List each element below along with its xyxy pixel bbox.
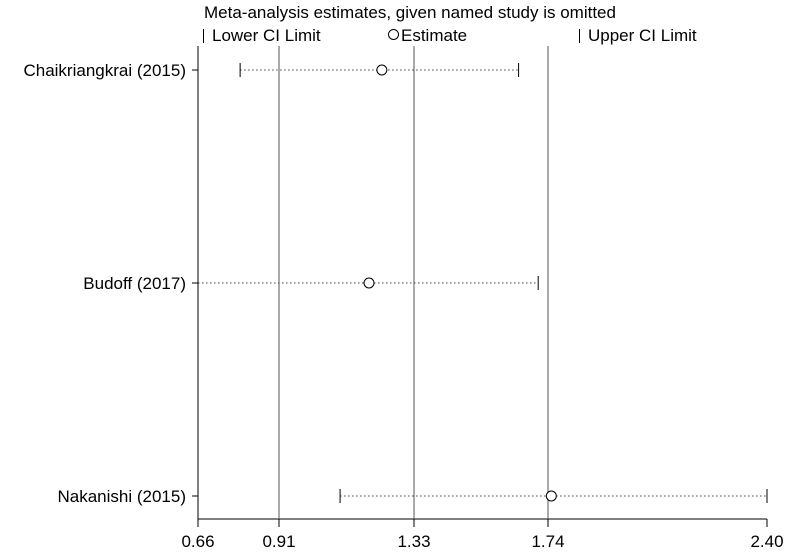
- estimate-legend-icon: [388, 29, 399, 41]
- upper-ci-legend-icon: [579, 28, 580, 43]
- estimate-point-0: [376, 64, 388, 76]
- legend-lower: Lower CI Limit: [203, 26, 321, 46]
- estimate-point-2: [545, 490, 557, 502]
- study-label-2: Nakanishi (2015): [57, 487, 186, 506]
- legend-lower-label: Lower CI Limit: [212, 26, 321, 45]
- legend-estimate-label: Estimate: [401, 26, 468, 45]
- lower-ci-legend-icon: [203, 28, 204, 43]
- estimate-point-1: [363, 277, 375, 289]
- x-tick-label-3: 1.74: [531, 532, 564, 551]
- chart-title: Meta-analysis estimates, given named stu…: [204, 3, 616, 22]
- legend-upper-label: Upper CI Limit: [588, 26, 697, 45]
- x-tick-label-0: 0.66: [181, 532, 214, 551]
- legend-upper: Upper CI Limit: [579, 26, 697, 46]
- x-tick-label-2: 1.33: [397, 532, 430, 551]
- x-tick-label-4: 2.40: [750, 532, 783, 551]
- study-label-0: Chaikriangkrai (2015): [23, 61, 186, 80]
- legend-estimate: Estimate: [388, 26, 467, 46]
- study-label-1: Budoff (2017): [83, 274, 186, 293]
- x-tick-label-1: 0.91: [262, 532, 295, 551]
